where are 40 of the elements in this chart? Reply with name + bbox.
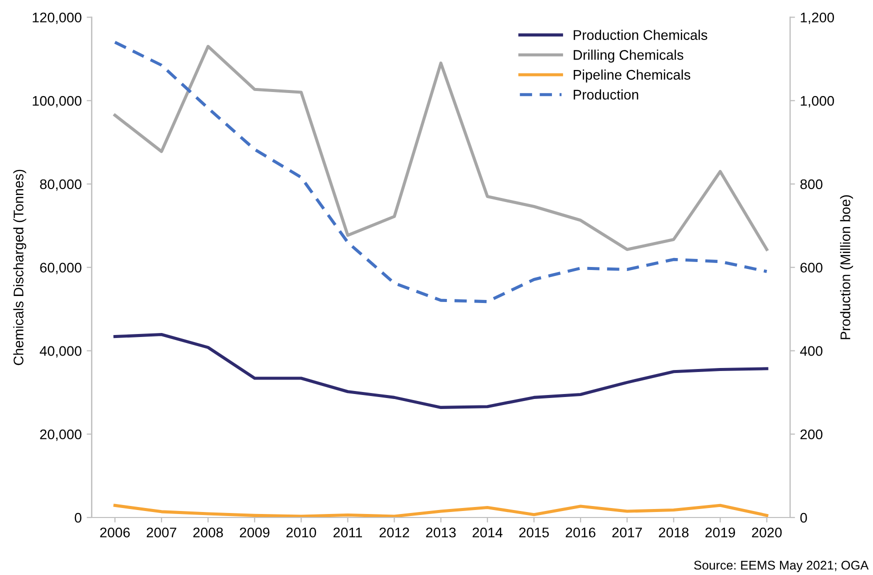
y-tick-label: 0 [74, 512, 82, 523]
x-tick-label: 2019 [705, 528, 736, 538]
y2-tick-label: 400 [800, 346, 822, 356]
y2-tick-label: 1,000 [800, 96, 834, 108]
y-tick-label: 20,000 [40, 429, 82, 441]
x-tick-label: 2010 [286, 528, 316, 538]
y2-tick-label: 200 [800, 429, 822, 440]
y2-axis-title: Production (Million boe) [840, 195, 854, 340]
y2-tick-label: 0 [800, 512, 807, 523]
x-tick-label: 2007 [146, 528, 176, 538]
legend-label: Pipeline Chemicals [574, 70, 690, 82]
x-tick-label: 2013 [426, 528, 456, 538]
y2-tick-label: 800 [800, 179, 822, 190]
x-tick-label: 2011 [334, 528, 362, 538]
line-series [113, 504, 768, 518]
x-tick-label: 2020 [752, 528, 782, 538]
legend-label: Production Chemicals [574, 30, 708, 40]
line-series [113, 40, 768, 304]
y-tick-label: 80,000 [40, 179, 82, 191]
line-series [113, 44, 768, 251]
y2-tick-label: 600 [800, 262, 822, 273]
y-tick-label: 40,000 [40, 346, 82, 358]
x-tick-label: 2006 [100, 528, 130, 538]
y-tick-label: 100,000 [32, 96, 82, 108]
x-tick-label: 2008 [193, 528, 223, 538]
x-tick-label: 2015 [519, 528, 549, 538]
source-note: Source: EEMS May 2021; OGA [694, 560, 869, 572]
x-tick-label: 2012 [380, 528, 410, 538]
y-tick-label: 60,000 [40, 262, 82, 274]
y-axis-title: Chemicals Discharged (Tonnes) [13, 170, 26, 366]
x-tick-label: 2009 [240, 528, 270, 538]
x-tick-label: 2017 [612, 528, 642, 538]
y2-tick-label: 1,200 [800, 12, 834, 24]
y-tick-label: 120,000 [32, 12, 82, 24]
legend-label: Production [574, 89, 638, 100]
x-tick-label: 2016 [566, 528, 596, 538]
legend-label: Drilling Chemicals [574, 50, 684, 63]
x-tick-label: 2018 [658, 528, 689, 538]
line-series [113, 332, 768, 409]
x-tick-label: 2014 [472, 528, 502, 538]
